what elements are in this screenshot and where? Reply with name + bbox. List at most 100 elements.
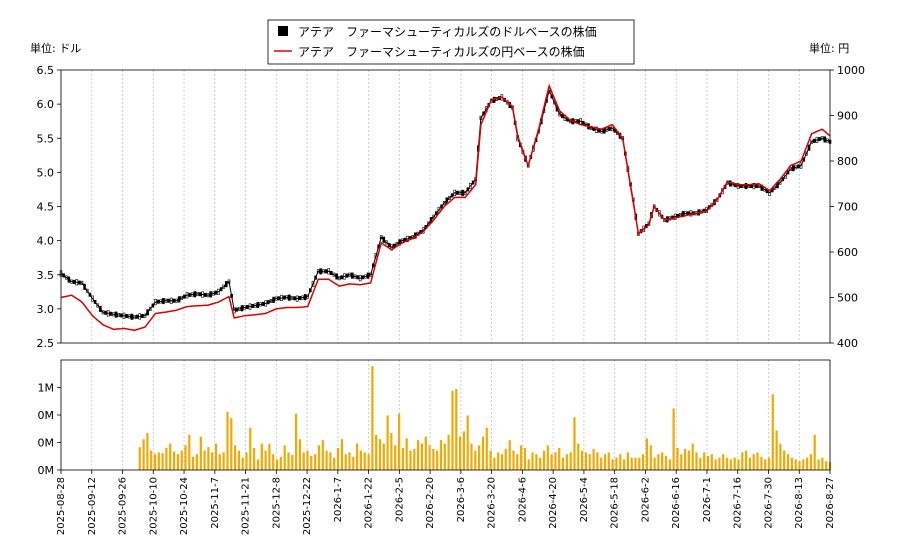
date-tick-label: 2026-7-16 (733, 477, 744, 529)
volume-bar (737, 459, 740, 470)
volume-bar (603, 454, 607, 470)
date-tick-label: 2026-5-4 (579, 477, 590, 522)
volume-bar (569, 452, 572, 470)
date-tick-label: 2025-08-28 (56, 477, 67, 535)
legend-usd-marker (278, 26, 288, 36)
volume-bar (676, 448, 679, 470)
volume-bar (645, 438, 648, 470)
jpy-price-line (60, 83, 831, 332)
volume-bar (214, 443, 218, 470)
volume-bar (180, 450, 183, 470)
volume-bar (211, 452, 214, 470)
date-tick-label: 2026-4-6 (517, 477, 528, 522)
left-axis-tick-label: 6.5 (37, 64, 55, 77)
right-axis-tick-label: 500 (837, 292, 858, 305)
date-tick-label: 2026-5-18 (610, 477, 621, 529)
volume-bar (783, 450, 786, 470)
volume-bar (329, 452, 332, 470)
volume-bar (439, 440, 443, 470)
volume-bar (478, 445, 481, 470)
volume-bar (348, 452, 351, 470)
volume-bar (687, 450, 690, 470)
volume-bar (424, 436, 427, 470)
volume-bar (722, 454, 725, 470)
right-axis-tick-label: 1000 (837, 64, 865, 77)
right-axis-tick-label: 600 (837, 246, 858, 259)
volume-bar (142, 439, 145, 470)
volume-bar (535, 454, 538, 470)
volume-bar (466, 415, 469, 470)
volume-bar (733, 457, 736, 470)
volume-bar (310, 455, 313, 470)
volume-bar (626, 452, 629, 470)
volume-bar (474, 450, 477, 470)
volume-bar (401, 448, 404, 470)
volume-bar (272, 454, 275, 470)
volume-bar (176, 454, 179, 470)
volume-bar (500, 454, 504, 470)
volume-bar (607, 452, 610, 470)
volume-bar (699, 457, 702, 470)
volume-bar (382, 443, 385, 470)
volume-bar (802, 459, 805, 470)
right-axis-tick-label: 800 (837, 155, 858, 168)
date-tick-label: 2026-6-2 (640, 477, 651, 522)
volume-bar (741, 452, 744, 470)
volume-bar (573, 417, 576, 470)
volume-bar (462, 431, 465, 470)
volume-bar (344, 454, 347, 470)
volume-bar (451, 390, 454, 470)
volume-bar (710, 454, 713, 470)
volume-bar (714, 459, 717, 470)
date-tick-label: 2026-3-20 (487, 477, 498, 529)
volume-bar (146, 433, 149, 470)
volume-bar (561, 457, 565, 470)
volume-bar (199, 436, 202, 470)
volume-bar (512, 450, 515, 470)
volume-bar (752, 454, 755, 470)
volume-bar (611, 459, 614, 470)
volume-bar (161, 453, 164, 470)
legend: アテア ファーマシューティカルズのドルベースの株価 アテア ファーマシューティカ… (267, 19, 635, 65)
volume-bar (661, 452, 664, 470)
left-unit-label: 単位: ドル (30, 41, 81, 55)
volume-axis-tick-label: 0M (38, 437, 55, 450)
volume-bar (817, 459, 820, 470)
volume-bar (268, 443, 271, 470)
left-axis-tick-label: 5.5 (37, 132, 55, 145)
volume-bar (436, 450, 439, 470)
volume-panel: 0M 0M 0M 1M (38, 359, 832, 477)
volume-bar (554, 452, 557, 470)
volume-bar (203, 450, 206, 470)
volume-bar (539, 457, 542, 470)
volume-bar (775, 430, 778, 470)
volume-bar (371, 366, 374, 470)
volume-bar (806, 457, 809, 470)
volume-bars (138, 366, 832, 470)
volume-bar (825, 461, 828, 470)
volume-bar (493, 457, 496, 470)
volume-bar (485, 427, 488, 470)
volume-bar (764, 459, 767, 470)
date-tick-label: 2025-12-8 (271, 477, 282, 529)
volume-bar (279, 456, 282, 470)
volume-bar (809, 454, 812, 470)
volume-bar (794, 459, 797, 470)
volume-bar (516, 454, 519, 470)
volume-bar (664, 455, 668, 470)
volume-bar (447, 434, 450, 470)
volume-bar (592, 448, 595, 470)
volume-bar (420, 443, 423, 470)
volume-bar (668, 459, 671, 470)
volume-bar (787, 454, 790, 470)
volume-bar (756, 452, 759, 470)
volume-bar (527, 459, 530, 470)
volume-bar (542, 450, 546, 470)
volume-bar (455, 389, 458, 470)
volume-bar (588, 454, 591, 470)
volume-bar (546, 445, 549, 470)
volume-bar (489, 450, 492, 470)
volume-bar (291, 455, 294, 470)
legend-usd-label: アテア ファーマシューティカルズのドルベースの株価 (298, 24, 597, 39)
volume-bar (325, 450, 328, 470)
